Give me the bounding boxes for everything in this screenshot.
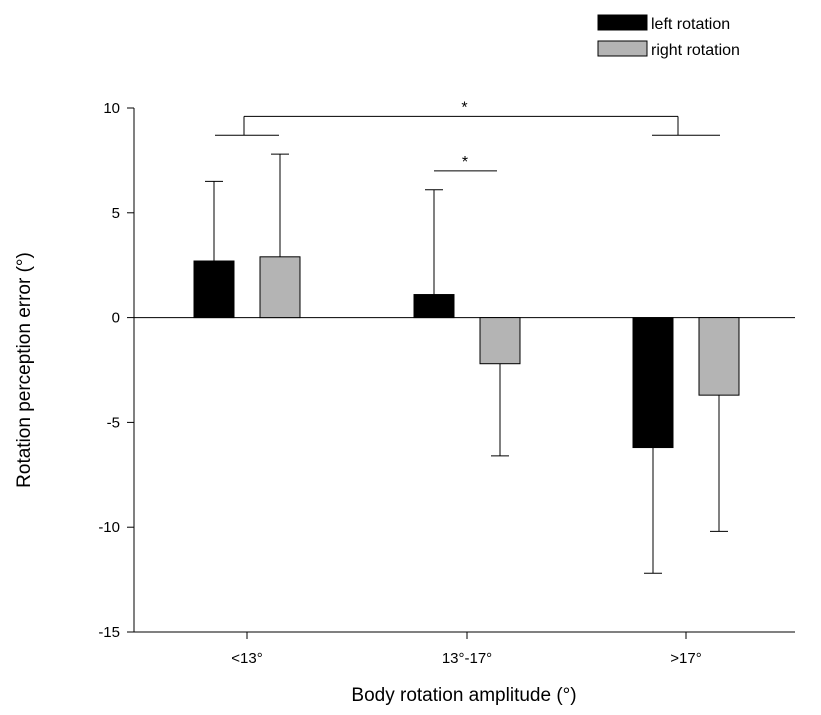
bars [193,256,740,449]
bar-left-rotation [413,294,455,319]
error-bars [205,153,728,574]
significance-brackets: ** [215,99,720,172]
y-tick-label: 10 [103,100,120,117]
bar-right-rotation [259,256,301,319]
x-tick-label: >17° [670,650,701,667]
y-tick-label: -10 [98,519,120,536]
bar-left-rotation [193,260,235,319]
x-tick-label: 13°-17° [442,650,492,667]
x-tick-label: <13° [231,650,262,667]
x-axis-title: Body rotation amplitude (°) [351,685,576,706]
significance-star: * [461,99,467,116]
legend-label-right-rotation: right rotation [651,42,740,59]
y-tick-label: 5 [112,205,120,222]
bar-left-rotation [632,317,674,449]
significance-star: * [462,154,468,171]
legend-label-left-rotation: left rotation [651,16,730,33]
legend-swatch-left-rotation [597,14,648,31]
legend-swatch-right-rotation [597,40,648,57]
bar-right-rotation [479,317,521,365]
bar-right-rotation [698,317,740,396]
axes: -15 -10 -5 0 5 10 <13° 13°-17° >17° [98,100,795,667]
y-tick-label: -15 [98,624,120,641]
legend: left rotation right rotation [597,14,740,59]
y-tick-label: 0 [112,310,120,327]
y-axis-title: Rotation perception error (°) [14,252,35,488]
y-tick-label: -5 [107,414,120,431]
